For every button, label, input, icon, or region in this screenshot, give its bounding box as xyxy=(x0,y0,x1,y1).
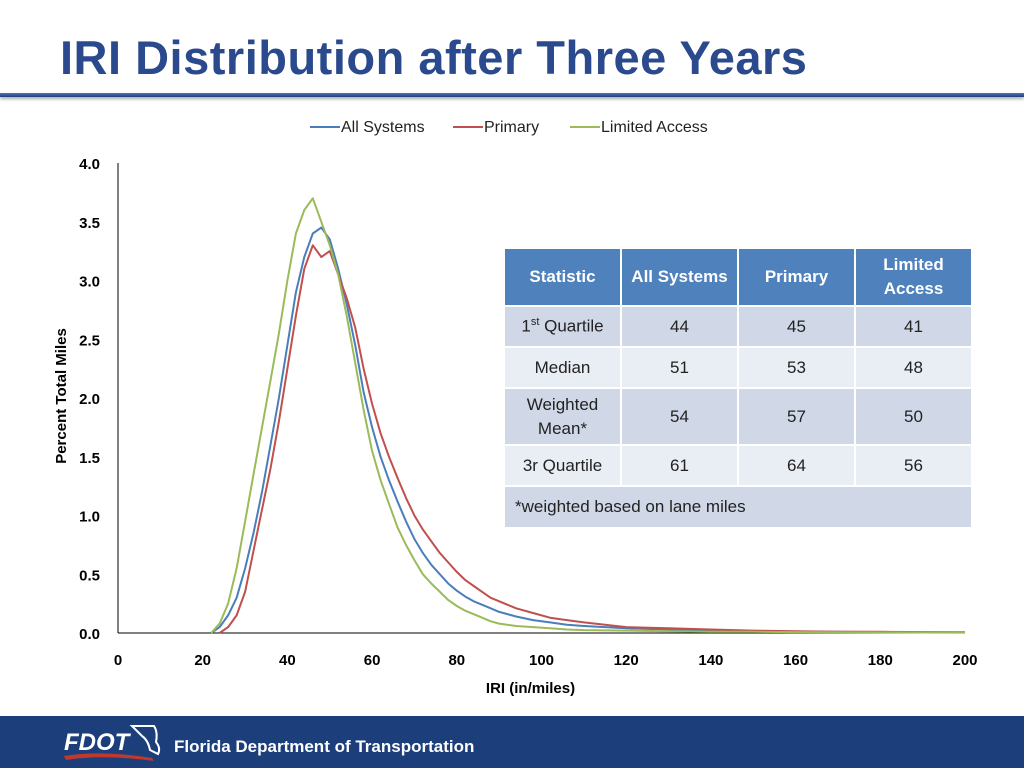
x-tick-label: 0 xyxy=(114,652,122,669)
table-cell: 50 xyxy=(856,389,971,444)
fdot-logo: FDOT xyxy=(64,725,161,761)
slide-title: IRI Distribution after Three Years xyxy=(60,31,808,84)
series-line-all-systems xyxy=(210,226,966,634)
iri-distribution-chart: 0.0 0.5 1.0 1.5 2.0 2.5 3.0 3.5 4.0 0 20 40 60 80 100 1… xyxy=(53,119,978,697)
x-tick-label: 40 xyxy=(279,652,296,669)
x-tick-label: 180 xyxy=(868,652,893,669)
x-tick-label: 80 xyxy=(448,652,465,669)
series-line-limited-access xyxy=(210,197,966,634)
header-primary: Primary xyxy=(739,249,854,305)
legend-label: All Systems xyxy=(341,119,425,136)
table-row: Weighted Mean* 54 57 50 xyxy=(505,389,971,444)
table-cell: 45 xyxy=(739,307,854,346)
table-cell: 51 xyxy=(622,348,737,387)
title-divider xyxy=(0,93,1024,97)
footer-org-name: Florida Department of Transportation xyxy=(174,737,475,756)
x-tick-label: 140 xyxy=(698,652,723,669)
y-tick-label: 3.5 xyxy=(79,215,100,232)
row-label-first-quartile: 1st Quartile xyxy=(505,307,620,346)
footer-bar: FDOT Florida Department of Transportatio… xyxy=(0,716,1024,768)
y-tick-label: 2.0 xyxy=(79,391,100,408)
statistics-table: Statistic All Systems Primary Limited Ac… xyxy=(503,247,973,529)
table-cell: 64 xyxy=(739,446,854,485)
x-tick-label: 100 xyxy=(529,652,554,669)
row-label-third-quartile: 3r Quartile xyxy=(505,446,620,485)
table-cell: 56 xyxy=(856,446,971,485)
logo-text: FDOT xyxy=(64,729,132,756)
table-cell: 44 xyxy=(622,307,737,346)
y-tick-label: 4.0 xyxy=(79,156,100,173)
legend-label: Limited Access xyxy=(601,119,708,136)
x-tick-label: 200 xyxy=(952,652,977,669)
x-tick-label: 120 xyxy=(614,652,639,669)
y-tick-label: 0.0 xyxy=(79,626,100,643)
y-tick-label: 1.0 xyxy=(79,509,100,526)
table-note-row: *weighted based on lane miles xyxy=(505,487,971,527)
table-row: 3r Quartile 61 64 56 xyxy=(505,446,971,485)
table-cell: 57 xyxy=(739,389,854,444)
table-cell: 53 xyxy=(739,348,854,387)
header-statistic: Statistic xyxy=(505,249,620,305)
row-label-weighted-mean: Weighted Mean* xyxy=(505,389,620,444)
table-footnote: *weighted based on lane miles xyxy=(505,487,971,527)
legend-label: Primary xyxy=(484,119,539,136)
y-tick-label: 0.5 xyxy=(79,567,100,584)
header-all-systems: All Systems xyxy=(622,249,737,305)
series-line-primary xyxy=(219,244,966,634)
y-tick-label: 2.5 xyxy=(79,332,100,349)
x-tick-label: 20 xyxy=(194,652,211,669)
y-axis-label: Percent Total Miles xyxy=(53,328,70,464)
row-label-median: Median xyxy=(505,348,620,387)
y-tick-label: 3.0 xyxy=(79,274,100,291)
table-row: Median 51 53 48 xyxy=(505,348,971,387)
x-tick-label: 60 xyxy=(364,652,381,669)
table-cell: 54 xyxy=(622,389,737,444)
header-limited-access: Limited Access xyxy=(856,249,971,305)
table-cell: 41 xyxy=(856,307,971,346)
table-row: 1st Quartile 44 45 41 xyxy=(505,307,971,346)
x-axis-label: IRI (in/miles) xyxy=(486,680,575,697)
y-tick-label: 1.5 xyxy=(79,450,100,467)
table-header-row: Statistic All Systems Primary Limited Ac… xyxy=(505,249,971,305)
x-tick-label: 160 xyxy=(783,652,808,669)
table-cell: 61 xyxy=(622,446,737,485)
table-cell: 48 xyxy=(856,348,971,387)
